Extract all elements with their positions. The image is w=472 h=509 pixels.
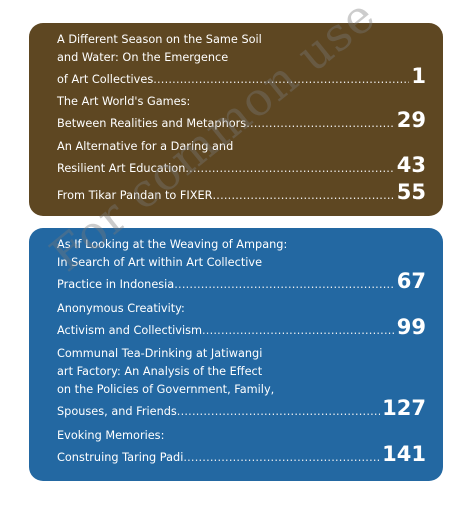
toc-entry-title-line: In Search of Art within Art Collective <box>57 256 263 269</box>
toc-entry-title-line: Between Realities and Metaphors <box>57 117 247 130</box>
dot-leader <box>202 322 395 340</box>
toc-entry-title-line: and Water: On the Emergence <box>57 51 229 64</box>
toc-page-number: 67 <box>396 269 426 293</box>
toc-entry-title-line: Resilient Art Education <box>57 162 186 175</box>
toc-entry-title-line: As If Looking at the Weaving of Ampang: <box>57 238 288 251</box>
toc-page-number: 43 <box>396 153 426 177</box>
dot-leader <box>183 449 380 467</box>
toc-entry-title-line: The Art World's Games: <box>57 95 191 108</box>
toc-page-number: 141 <box>382 442 426 466</box>
toc-page-number: 55 <box>396 180 426 204</box>
toc-entry-title-line: Activism and Collectivism <box>57 324 202 337</box>
toc-entry[interactable]: A Different Season on the Same Soil and … <box>57 31 426 89</box>
toc-entry-title-line: A Different Season on the Same Soil <box>57 33 262 46</box>
toc-entry-title-line: on the Policies of Government, Family, <box>57 383 275 396</box>
toc-page-number: 29 <box>396 108 426 132</box>
toc-entry[interactable]: An Alternative for a Daring and Resilien… <box>57 138 426 178</box>
toc-page-number: 99 <box>396 315 426 339</box>
toc-entry-title-line: art Factory: An Analysis of the Effect <box>57 365 263 378</box>
dot-leader <box>213 187 395 205</box>
toc-entry[interactable]: Evoking Memories: Construing Taring Padi… <box>57 427 426 467</box>
toc-entry-title-line: An Alternative for a Daring and <box>57 140 234 153</box>
toc-entry[interactable]: Communal Tea-Drinking at Jatiwangi art F… <box>57 345 426 421</box>
toc-entry-title-line: From Tikar Pandan to FIXER <box>57 189 213 202</box>
toc-entry[interactable]: Anonymous Creativity: Activism and Colle… <box>57 300 426 340</box>
toc-entry-title-line: Evoking Memories: <box>57 429 165 442</box>
toc-entry[interactable]: From Tikar Pandan to FIXER 55 <box>57 180 426 205</box>
dot-leader <box>185 160 394 178</box>
toc-section-2: As If Looking at the Weaving of Ampang: … <box>29 228 443 481</box>
toc-entry-title-line: Practice in Indonesia <box>57 278 175 291</box>
toc-entry[interactable]: The Art World's Games: Between Realities… <box>57 93 426 133</box>
dot-leader <box>153 71 409 89</box>
toc-entry-title-line: Communal Tea-Drinking at Jatiwangi <box>57 347 263 360</box>
toc-entry-title-line: Construing Taring Padi <box>57 451 184 464</box>
dot-leader <box>177 403 380 421</box>
toc-entry-title-line: Spouses, and Friends <box>57 405 177 418</box>
toc-entry[interactable]: As If Looking at the Weaving of Ampang: … <box>57 236 426 294</box>
dot-leader <box>246 115 395 133</box>
toc-page-number: 127 <box>382 396 426 420</box>
dot-leader <box>174 276 395 294</box>
toc-entry-title-line: Anonymous Creativity: <box>57 302 185 315</box>
toc-page-number: 1 <box>411 64 426 88</box>
toc-section-1: A Different Season on the Same Soil and … <box>29 23 443 216</box>
toc-entry-title-line: of Art Collectives <box>57 73 154 86</box>
